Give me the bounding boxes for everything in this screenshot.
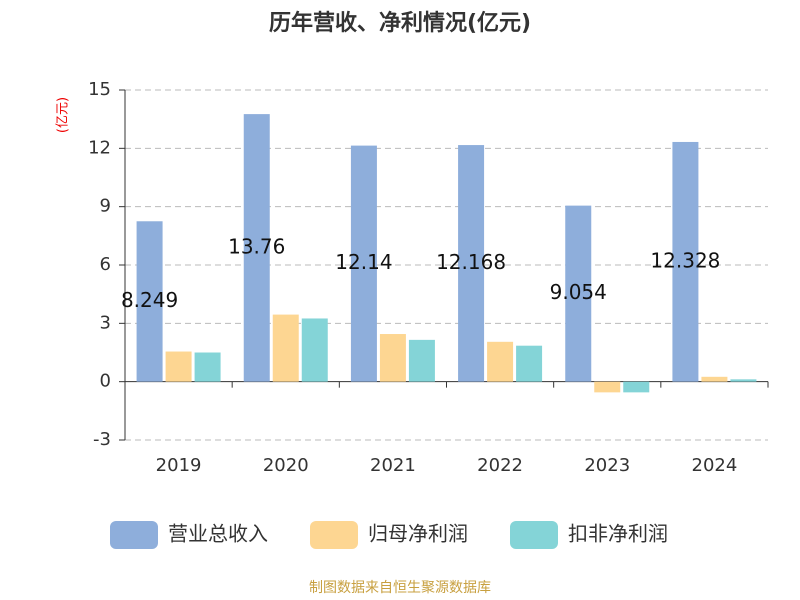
bar <box>623 381 650 393</box>
x-tick-label: 2019 <box>156 455 202 476</box>
y-tick-label: -3 <box>93 429 111 450</box>
bar <box>594 381 621 393</box>
x-tick-label: 2023 <box>584 455 630 476</box>
value-label: 13.76 <box>228 234 285 258</box>
bar <box>350 145 377 382</box>
legend-swatch <box>510 521 558 549</box>
source-note: 制图数据来自恒生聚源数据库 <box>309 580 491 596</box>
bar <box>272 314 299 382</box>
bar <box>243 114 270 382</box>
y-tick-label: 9 <box>100 196 111 217</box>
chart-title: 历年营收、净利情况(亿元) <box>269 10 531 36</box>
bar <box>379 334 406 382</box>
bar <box>136 221 163 382</box>
bar <box>408 339 435 382</box>
legend-swatch <box>310 521 358 549</box>
y-tick-label: 0 <box>100 371 111 392</box>
bar <box>730 379 757 382</box>
y-tick-label: 15 <box>88 79 111 100</box>
bar <box>487 341 514 382</box>
value-label: 12.168 <box>436 250 506 274</box>
legend-label: 归母净利润 <box>368 522 468 546</box>
value-label: 8.249 <box>121 288 178 312</box>
y-axis-label: (亿元) <box>56 97 71 133</box>
value-label: 9.054 <box>550 280 607 304</box>
x-tick-label: 2024 <box>692 455 738 476</box>
x-tick-label: 2022 <box>477 455 523 476</box>
bar <box>701 376 728 382</box>
bar <box>458 145 485 382</box>
y-tick-label: 3 <box>100 312 111 333</box>
legend-label: 扣非净利润 <box>568 522 668 546</box>
value-label: 12.14 <box>335 250 392 274</box>
legend-swatch <box>110 521 158 549</box>
bar <box>301 318 328 382</box>
legend-label: 营业总收入 <box>168 522 268 546</box>
bar <box>194 352 221 382</box>
bar <box>516 345 543 382</box>
value-label: 12.328 <box>650 248 720 272</box>
x-tick-label: 2020 <box>263 455 309 476</box>
y-tick-label: 6 <box>100 254 111 275</box>
x-tick-label: 2021 <box>370 455 416 476</box>
bar <box>672 141 699 382</box>
bar <box>165 351 192 382</box>
bar <box>565 205 592 382</box>
y-tick-label: 12 <box>88 137 111 158</box>
